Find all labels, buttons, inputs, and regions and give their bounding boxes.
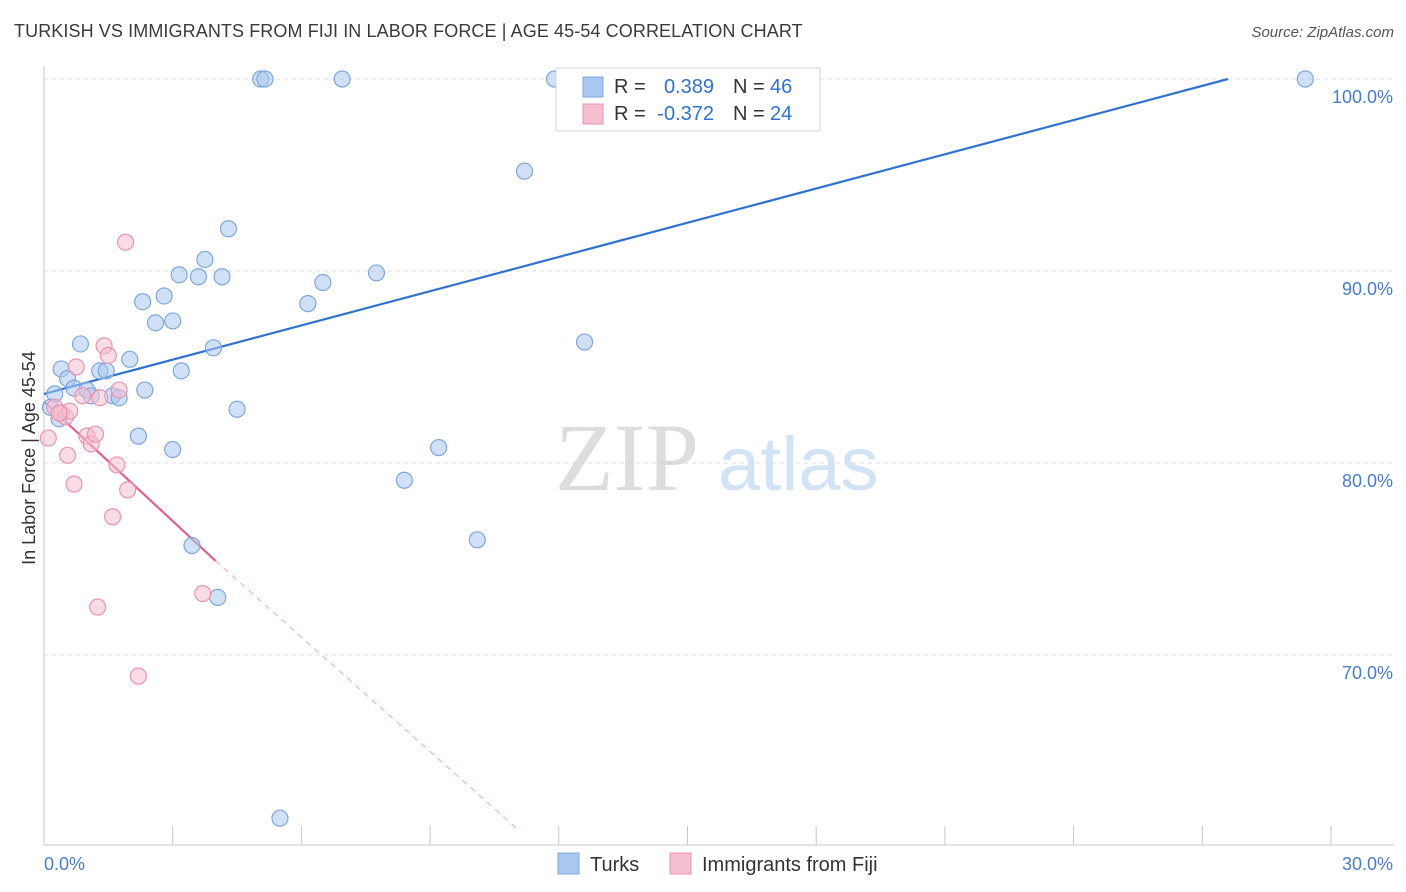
stats-n-value-fiji: 24 [770, 103, 792, 125]
point-turks-37 [430, 439, 448, 457]
y-tick-label-2: 90.0% [1342, 279, 1393, 299]
trend-line-turks [43, 77, 1229, 395]
point-turks-12 [129, 427, 147, 445]
point-fiji-7 [67, 358, 85, 376]
point-turks-42 [575, 333, 594, 351]
y-tick-label-3: 100.0% [1332, 87, 1393, 107]
legend-label-turks: Turks [590, 854, 639, 876]
point-turks-33 [314, 273, 332, 292]
point-turks-21 [183, 536, 201, 555]
point-turks-31 [271, 809, 289, 827]
chart-title: TURKISH VS IMMIGRANTS FROM FIJI IN LABOR… [14, 21, 803, 41]
point-fiji-0 [39, 429, 57, 447]
point-turks-35 [367, 264, 386, 282]
point-turks-13 [136, 381, 154, 399]
watermark-atlas: atlas [718, 422, 879, 507]
stats-r-value-fiji: -0.372 [657, 103, 714, 125]
watermark-zip: ZIP [555, 404, 699, 511]
point-turks-23 [196, 250, 214, 269]
series-turks [41, 70, 1314, 827]
point-fiji-19 [129, 667, 147, 685]
point-turks-27 [219, 220, 238, 238]
point-fiji-21 [194, 584, 212, 603]
point-fiji-23 [50, 404, 68, 422]
y-tick-label-0: 70.0% [1342, 663, 1393, 683]
gridlines [44, 78, 1394, 656]
point-turks-30 [256, 70, 274, 88]
point-turks-38 [468, 531, 486, 549]
stats-n-label-fiji: N = [733, 103, 765, 125]
point-fiji-20 [89, 598, 107, 616]
point-fiji-6 [65, 475, 83, 493]
trend-lines [43, 77, 1229, 829]
point-turks-17 [164, 312, 182, 330]
point-turks-28 [228, 400, 246, 418]
source-credit: Source: ZipAtlas.com [1251, 24, 1394, 41]
watermark: ZIP atlas [555, 404, 879, 511]
point-turks-25 [213, 268, 231, 286]
point-fiji-4 [58, 446, 77, 464]
series-legend: Turks Immigrants from Fiji [557, 852, 878, 876]
point-turks-36 [395, 471, 413, 489]
stats-swatch-fiji [582, 103, 604, 125]
point-turks-19 [170, 266, 188, 284]
series-fiji [39, 233, 212, 685]
point-turks-20 [172, 362, 190, 380]
point-fiji-17 [119, 481, 137, 499]
point-turks-22 [189, 268, 208, 286]
point-fiji-8 [74, 387, 92, 405]
stats-swatch-turks [582, 76, 604, 98]
point-turks-4 [71, 335, 90, 353]
point-turks-43 [1296, 70, 1314, 88]
point-turks-16 [155, 287, 173, 305]
y-axis-title: In Labor Force | Age 45-54 [19, 351, 39, 565]
point-turks-26 [209, 588, 227, 607]
point-fiji-15 [108, 456, 126, 474]
stats-r-label-fiji: R = [614, 103, 646, 125]
stats-legend: R = 0.389 N = 46 R = -0.372 N = 24 [555, 67, 821, 132]
point-turks-24 [204, 339, 223, 357]
point-turks-15 [146, 314, 165, 332]
point-turks-32 [299, 295, 317, 313]
x-tick-label-0: 0.0% [44, 854, 85, 874]
point-fiji-18 [116, 233, 135, 251]
stats-n-label-turks: N = [733, 76, 765, 98]
axes [43, 66, 1394, 846]
stats-r-label-turks: R = [614, 76, 646, 98]
point-fiji-14 [104, 508, 122, 526]
point-fiji-16 [110, 381, 128, 399]
stats-n-value-turks: 46 [770, 76, 792, 98]
point-fiji-22 [91, 389, 109, 407]
trend-line-fiji-extension [215, 560, 517, 829]
x-tick-label-1: 30.0% [1342, 854, 1393, 874]
y-tick-label-1: 80.0% [1342, 471, 1393, 491]
point-fiji-13 [99, 346, 117, 365]
point-turks-8 [97, 362, 115, 380]
point-fiji-11 [86, 425, 105, 443]
legend-label-fiji: Immigrants from Fiji [702, 854, 878, 876]
stats-r-value-turks: 0.389 [664, 76, 714, 98]
legend-swatch-turks [557, 852, 580, 875]
point-turks-34 [333, 70, 351, 88]
legend-swatch-fiji [669, 852, 692, 875]
tick-labels: 70.0% 80.0% 90.0% 100.0% 0.0% 30.0% [44, 87, 1393, 874]
point-turks-14 [134, 293, 152, 311]
point-turks-11 [121, 350, 139, 368]
trend-line-fiji [43, 400, 217, 562]
point-turks-18 [164, 440, 182, 459]
point-turks-39 [515, 162, 534, 180]
